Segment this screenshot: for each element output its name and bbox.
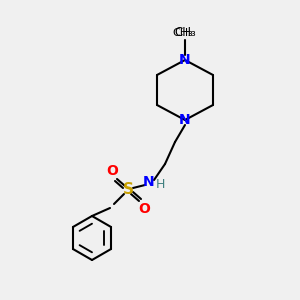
Text: CH₃: CH₃ [174, 26, 196, 38]
Text: O: O [106, 164, 118, 178]
Text: H: H [155, 178, 165, 191]
Text: O: O [138, 202, 150, 216]
Text: S: S [122, 182, 134, 197]
Text: N: N [179, 113, 191, 127]
Text: N: N [179, 53, 191, 67]
Text: CH₃: CH₃ [172, 28, 194, 38]
Text: N: N [143, 175, 155, 189]
